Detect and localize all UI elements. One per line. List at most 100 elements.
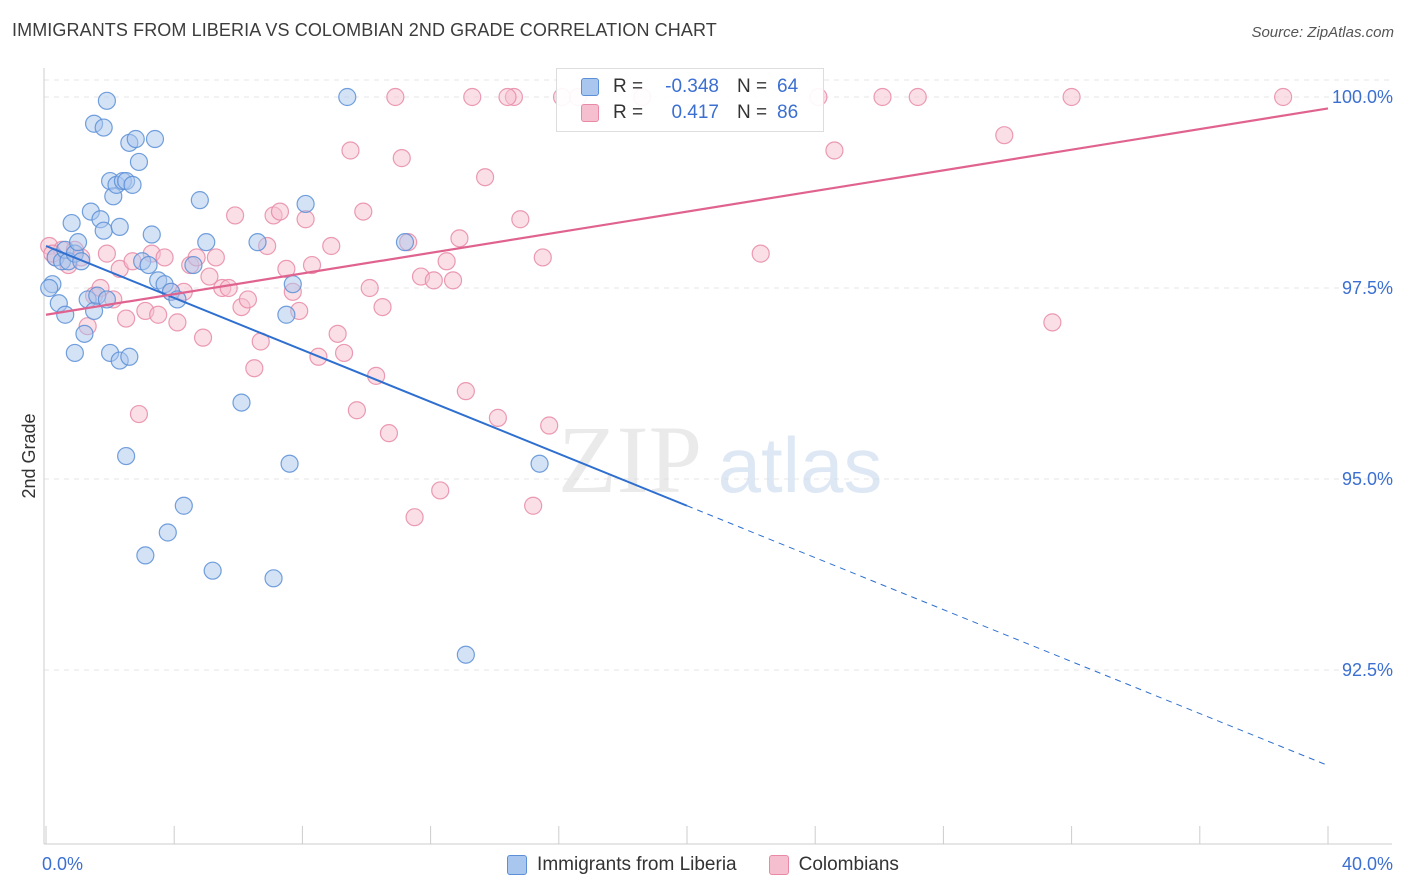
stats-row-colombians: R = 0.417 N = 86 bbox=[581, 100, 817, 126]
colombian-trend-line bbox=[45, 107, 1329, 316]
y-axis-title: 2nd Grade bbox=[19, 413, 39, 498]
colombian-point bbox=[296, 210, 315, 229]
colombian-point bbox=[825, 141, 844, 160]
liberia-point bbox=[94, 118, 113, 137]
colombian-point bbox=[245, 359, 264, 378]
colombian-point bbox=[97, 244, 116, 263]
liberia-point bbox=[277, 305, 296, 324]
colombians-swatch-icon bbox=[581, 104, 599, 122]
y-tick-label: 97.5% bbox=[1342, 278, 1393, 298]
colombian-point bbox=[354, 202, 373, 221]
legend-label: Immigrants from Liberia bbox=[537, 854, 737, 875]
colombian-point bbox=[334, 343, 354, 363]
colombian-point bbox=[437, 252, 456, 271]
colombian-point bbox=[341, 141, 360, 160]
r-value: -0.348 bbox=[665, 76, 719, 97]
colombian-point bbox=[908, 87, 927, 107]
r-label: R = bbox=[613, 102, 644, 123]
colombian-point bbox=[193, 328, 213, 347]
colombian-point bbox=[360, 278, 379, 298]
liberia-point bbox=[129, 152, 149, 172]
liberia-point bbox=[395, 233, 415, 252]
colombian-point bbox=[995, 126, 1014, 145]
liberia-point bbox=[203, 561, 222, 580]
legend-item-colombians: Colombians bbox=[768, 854, 899, 876]
liberia-point bbox=[338, 87, 357, 107]
colombians-swatch-icon bbox=[768, 855, 789, 875]
colombian-point bbox=[347, 401, 366, 420]
colombian-point bbox=[511, 210, 530, 229]
colombian-point bbox=[431, 481, 450, 500]
liberia-point bbox=[142, 225, 161, 244]
y-tick-label: 100.0% bbox=[1332, 87, 1393, 107]
liberia-point bbox=[280, 454, 299, 473]
grid-lines bbox=[44, 79, 1390, 671]
liberia-point bbox=[117, 446, 136, 466]
colombian-point bbox=[873, 87, 892, 107]
n-label: N = bbox=[737, 102, 768, 123]
liberia-swatch-icon bbox=[581, 78, 599, 96]
data-points bbox=[40, 87, 1293, 664]
liberia-point bbox=[56, 305, 75, 324]
liberia-point bbox=[139, 255, 158, 275]
colombian-point bbox=[463, 87, 482, 107]
watermark-atlas: atlas bbox=[718, 421, 883, 509]
liberia-point bbox=[136, 546, 155, 565]
liberia-swatch-icon bbox=[507, 855, 528, 875]
colombian-point bbox=[498, 87, 517, 107]
colombian-point bbox=[277, 259, 296, 278]
colombian-point bbox=[386, 87, 405, 107]
colombian-point bbox=[1062, 87, 1081, 107]
n-label: N = bbox=[737, 76, 768, 97]
watermark: ZIP atlas bbox=[558, 406, 882, 513]
colombian-point bbox=[751, 244, 770, 263]
legend-label: Colombians bbox=[798, 854, 899, 875]
liberia-point bbox=[174, 496, 193, 515]
liberia-point bbox=[190, 191, 209, 210]
stats-legend: R = -0.348 N = 64 R = 0.417 N = 86 bbox=[556, 68, 824, 132]
colombian-point bbox=[392, 149, 411, 168]
liberia-point bbox=[110, 217, 129, 236]
x-tick-label: 40.0% bbox=[1342, 854, 1393, 874]
liberia-point bbox=[123, 175, 142, 194]
colombian-point bbox=[270, 202, 290, 221]
colombian-point bbox=[475, 168, 495, 187]
colombian-point bbox=[149, 305, 168, 324]
series-legend: Immigrants from Liberia Colombians bbox=[0, 852, 1406, 878]
liberia-point bbox=[530, 454, 549, 473]
x-tick-label: 0.0% bbox=[42, 854, 83, 874]
colombian-point bbox=[488, 408, 508, 427]
colombian-point bbox=[540, 416, 559, 435]
liberia-point bbox=[97, 91, 116, 110]
liberia-point bbox=[197, 233, 216, 252]
colombian-point bbox=[129, 404, 149, 424]
colombian-point bbox=[373, 298, 392, 317]
colombian-point bbox=[424, 271, 443, 290]
colombian-point bbox=[533, 248, 552, 267]
liberia-point bbox=[232, 393, 251, 412]
n-value: 64 bbox=[777, 76, 799, 97]
liberia-point bbox=[248, 233, 267, 252]
r-label: R = bbox=[613, 76, 644, 97]
liberia-point bbox=[456, 645, 475, 664]
liberia-trend-extension bbox=[686, 505, 1329, 766]
liberia-point bbox=[40, 278, 59, 298]
colombian-point bbox=[1043, 313, 1062, 332]
colombian-point bbox=[219, 278, 238, 298]
liberia-point bbox=[68, 233, 88, 252]
liberia-point bbox=[184, 255, 203, 275]
n-value: 86 bbox=[777, 102, 799, 123]
liberia-trend-line bbox=[45, 245, 688, 507]
liberia-point bbox=[145, 129, 165, 149]
colombian-point bbox=[1274, 87, 1293, 107]
colombian-point bbox=[379, 424, 399, 443]
colombian-point bbox=[225, 206, 245, 225]
liberia-point bbox=[120, 347, 139, 366]
liberia-point bbox=[126, 129, 145, 149]
colombian-point bbox=[322, 236, 341, 256]
axes bbox=[43, 68, 1392, 845]
colombian-point bbox=[405, 508, 424, 527]
liberia-point bbox=[283, 275, 302, 294]
liberia-point bbox=[65, 343, 84, 363]
